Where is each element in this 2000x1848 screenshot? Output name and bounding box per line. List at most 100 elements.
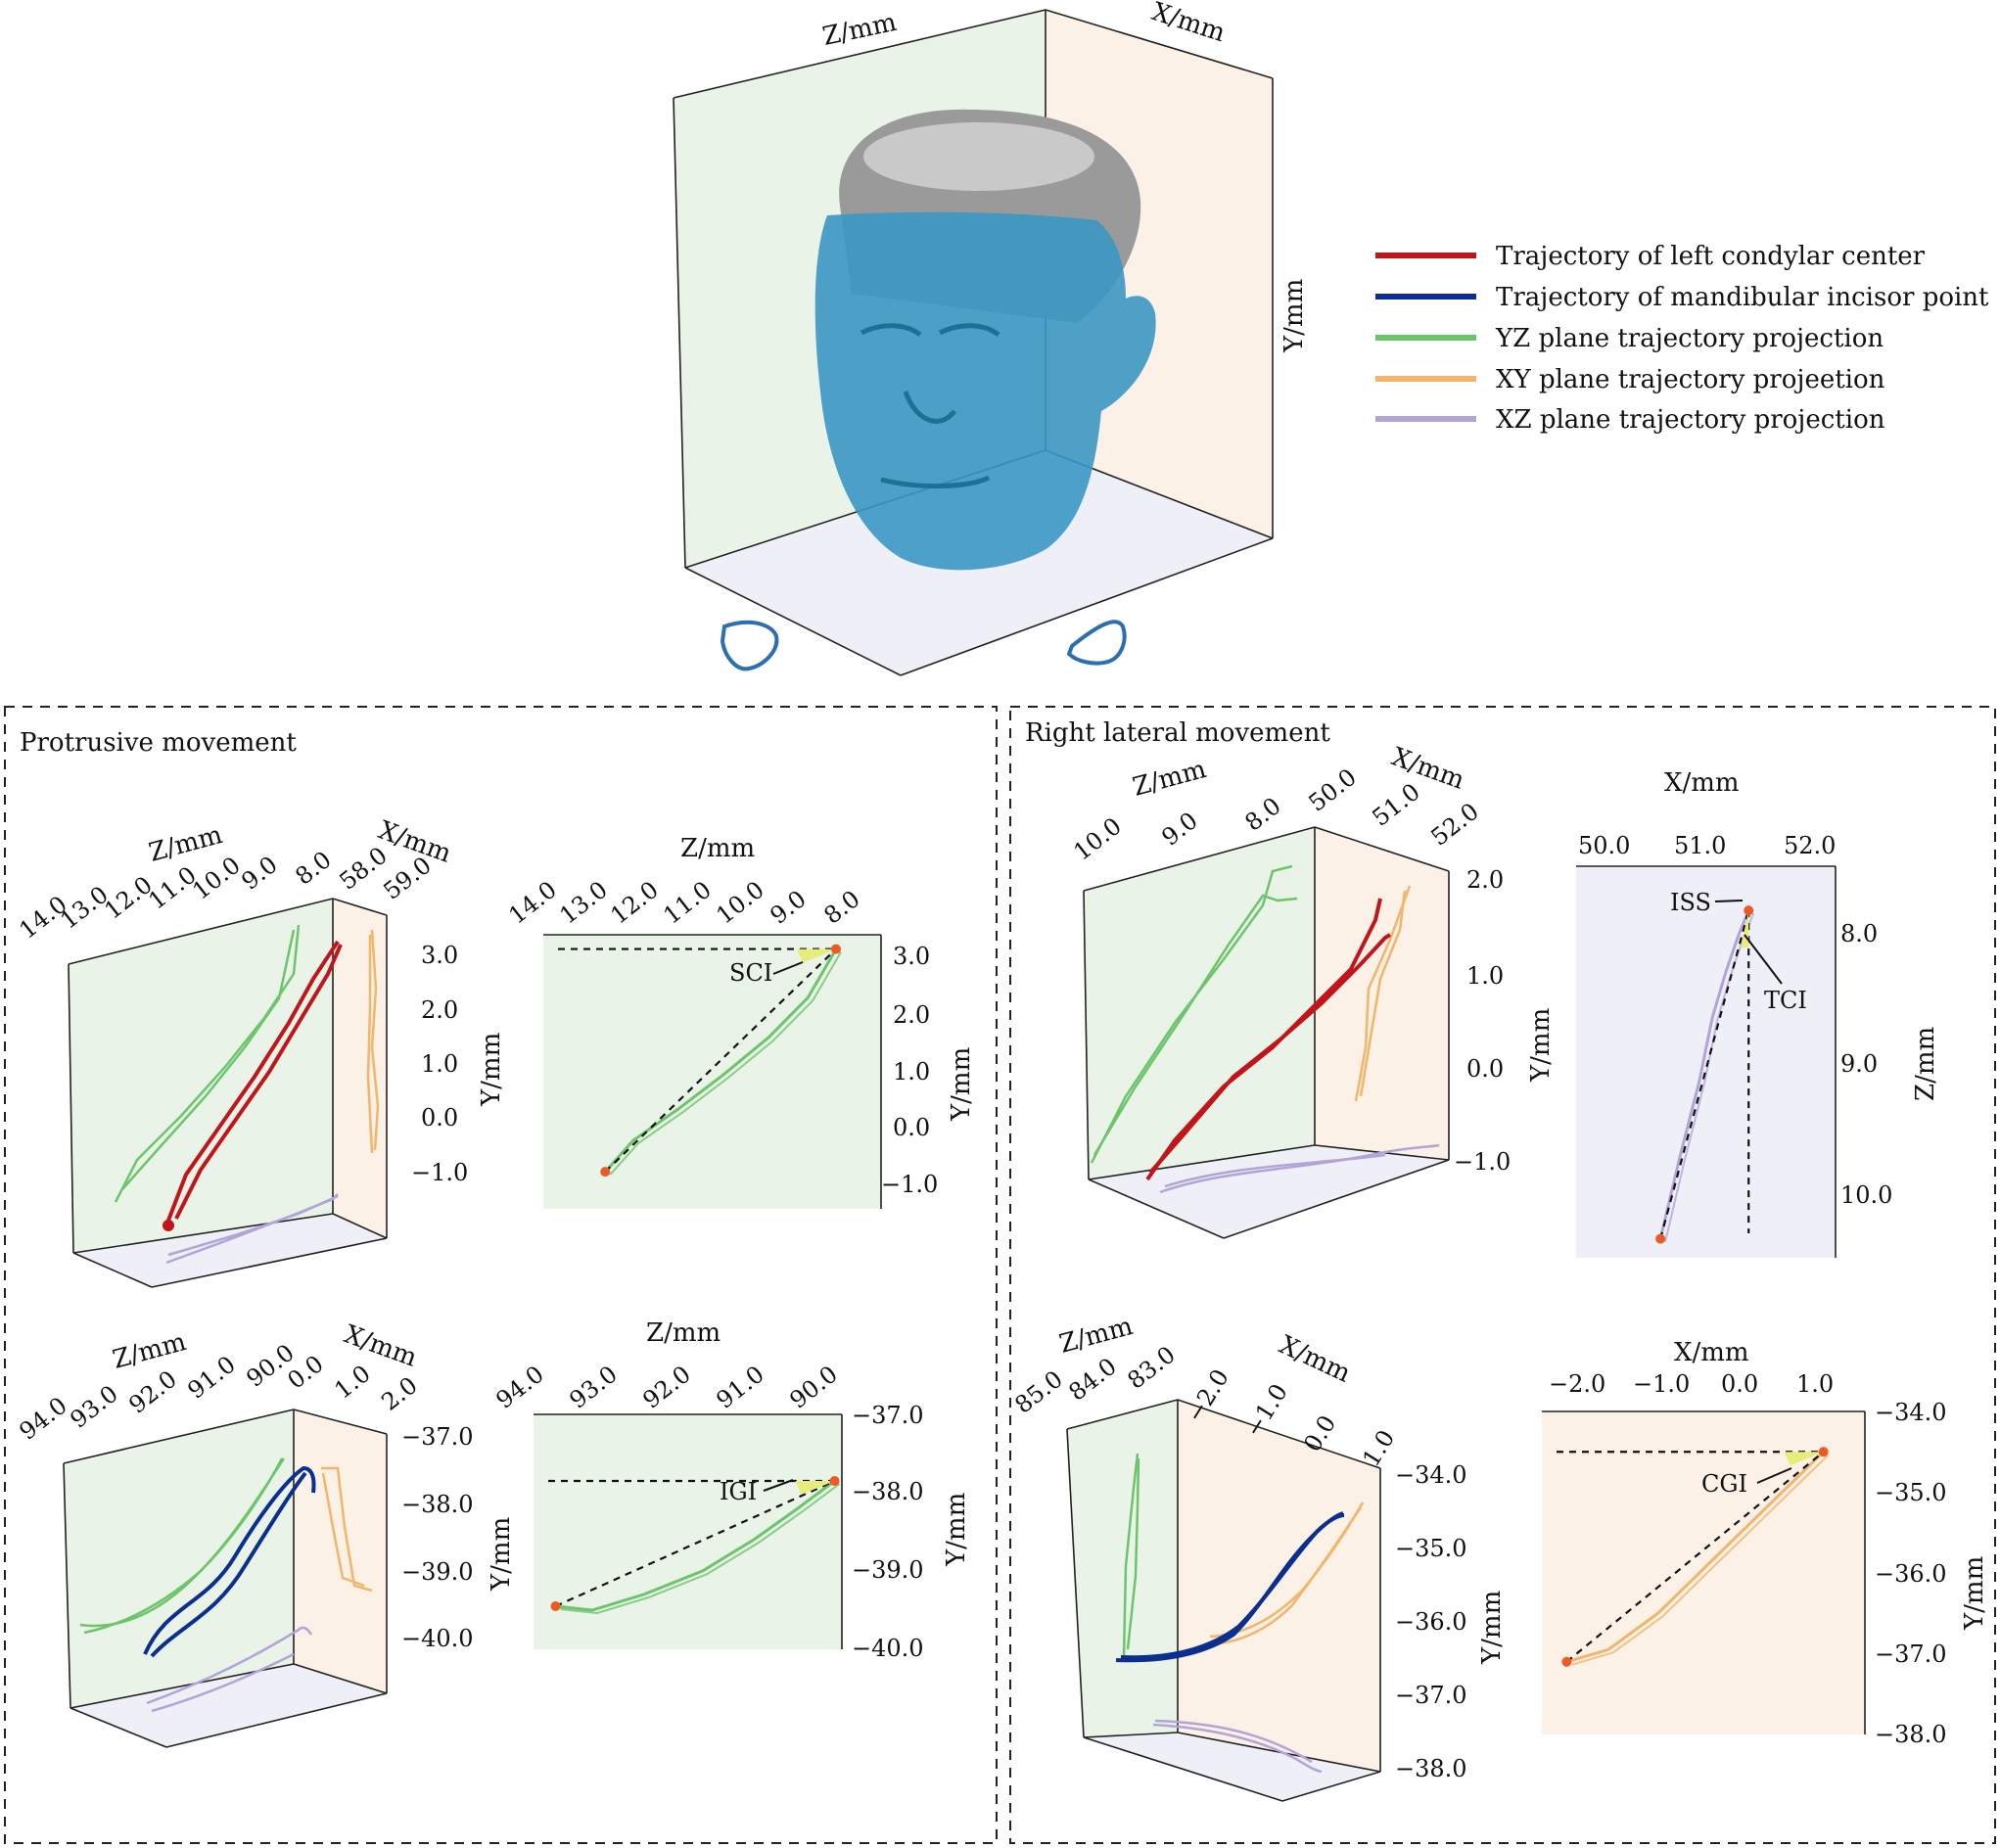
trajectory-line: [604, 947, 838, 1174]
legend-item: Trajectory of left condylar center: [1375, 242, 1926, 271]
y-tick-label: 1.0: [421, 1050, 458, 1078]
xz-plane: [1089, 1145, 1449, 1238]
trajectory-line: [555, 1479, 836, 1612]
y-axis-label: Y/mm: [1960, 1556, 1989, 1631]
z-tick-label: 83.0: [1122, 1341, 1180, 1395]
end-point: [831, 944, 841, 954]
y-tick-label: −35.0: [1395, 1535, 1467, 1562]
xy-projection-line: [370, 929, 380, 1151]
yz-projection-line: [1126, 1457, 1140, 1650]
head-x-label: X/mm: [1148, 0, 1229, 48]
box-edges: [1083, 826, 1450, 1239]
trajectory-line: [1571, 1454, 1830, 1666]
y-tick-label: −37.0: [852, 1402, 924, 1429]
z-tick-label: 9.0: [1156, 807, 1202, 852]
y-tick-label: −38.0: [1395, 1755, 1467, 1782]
xy-plane: [294, 1409, 387, 1693]
yz-projection-line: [1122, 1453, 1140, 1657]
yz-plane: [1084, 827, 1315, 1179]
xz-projection-line: [1152, 1723, 1323, 1774]
y-tick-label: 2.0: [893, 1001, 930, 1029]
y-tick-label: −35.0: [1875, 1479, 1947, 1506]
annotation-leader: [763, 1479, 794, 1492]
x-tick-label: 90.0: [784, 1361, 842, 1414]
y-tick-label: −37.0: [1395, 1682, 1467, 1709]
curve-group: [548, 1476, 841, 1615]
y-tick-label: 3.0: [893, 943, 930, 970]
curve-group: [558, 944, 842, 1178]
x-tick-label: 8.0: [818, 885, 864, 930]
z-axis-label: Z/mm: [146, 820, 225, 868]
y-tick-label: 0.0: [421, 1104, 458, 1132]
xz-plane: [70, 1664, 387, 1747]
trajectory-line: [174, 944, 343, 1220]
y-tick-labels: −37.0 −38.0 −39.0 −40.0: [852, 1402, 924, 1662]
start-point: [550, 1601, 561, 1611]
protrusive-panel-title: Protrusive movement: [20, 728, 297, 758]
legend-item: Trajectory of mandibular incisor point: [1375, 283, 1989, 312]
y-tick-label: −38.0: [401, 1491, 474, 1518]
yz-projection-line: [121, 929, 296, 1190]
curve-group: [1557, 1447, 1830, 1667]
legend-item: YZ plane trajectory projection: [1375, 324, 1884, 353]
xy-plane: [1315, 827, 1449, 1160]
angle-highlight: [797, 948, 836, 963]
trajectory-line: [164, 940, 340, 1226]
angle-highlight: [795, 1481, 835, 1495]
y-tick-label: −1.0: [1454, 1148, 1511, 1176]
face-mouth: [880, 475, 991, 489]
chord-line: [1659, 909, 1750, 1239]
z-axis-label: Z/mm: [1056, 1312, 1136, 1360]
xz-projection-line: [1154, 1719, 1313, 1764]
projections: [79, 1457, 373, 1713]
yz-plane: [1067, 1400, 1178, 1737]
x-tick-label: −1.0: [1633, 1370, 1690, 1398]
y-tick-label: −36.0: [1875, 1560, 1947, 1588]
trajectory-line: [560, 1483, 841, 1615]
projections: [1090, 864, 1440, 1194]
protrusive-panel-border: [4, 706, 998, 1844]
x-axis-label: Z/mm: [646, 1318, 721, 1348]
xy-projection-line: [1209, 1502, 1365, 1639]
trajectory-line: [150, 1471, 307, 1658]
xy-projection-line: [366, 935, 374, 1154]
legend-label: XY plane trajectory projeetion: [1496, 365, 1885, 394]
end-point: [1744, 905, 1754, 916]
marker-right-icon: [1066, 620, 1127, 666]
y-axis-label: Z/mm: [1911, 1027, 1940, 1101]
x-tick-label: 2.0: [376, 1371, 422, 1416]
x-tick-label: 14.0: [503, 876, 561, 930]
xy-projection-line: [1359, 890, 1407, 1097]
y-tick-label: 0.0: [893, 1114, 930, 1141]
start-point: [600, 1167, 611, 1178]
x-tick-label: 11.0: [658, 876, 716, 930]
y-tick-label: 0.0: [1466, 1055, 1504, 1083]
y-tick-label: −37.0: [1875, 1640, 1947, 1668]
xz-projection-line: [151, 1652, 295, 1713]
y-tick-label: −39.0: [401, 1558, 474, 1586]
y-tick-label: 1.0: [893, 1058, 930, 1086]
x-tick-labels: 14.0 13.0 12.0 11.0 10.0 9.0 8.0: [503, 876, 864, 930]
y-axis-label: Y/mm: [487, 1517, 516, 1592]
x-axis-label: X/mm: [1674, 1338, 1749, 1367]
face-eyes: [860, 323, 1000, 338]
y-tick-label: 3.0: [421, 942, 458, 969]
y-tick-label: −34.0: [1875, 1399, 1947, 1426]
plot-area: [543, 935, 881, 1209]
y-axis-label: Y/mm: [477, 1033, 506, 1107]
trajectory-line: [1658, 909, 1750, 1239]
xy-projection-line: [321, 1466, 373, 1593]
legend-label: XZ plane trajectory projection: [1496, 405, 1885, 435]
x-tick-label: 12.0: [605, 876, 663, 930]
plot-area: [1576, 866, 1836, 1258]
annotation-cgi: CGI: [1701, 1470, 1747, 1498]
head-z-label: Z/mm: [820, 8, 900, 52]
trajectory-line: [609, 951, 842, 1176]
box-edges: [1066, 1399, 1381, 1802]
right-lateral-condyle-3d: 10.0 9.0 8.0 Z/mm 50.0 51.0 52.0 X/mm 2.…: [1068, 742, 1556, 1239]
trajectory-line: [1120, 1513, 1345, 1660]
trajectory-line: [143, 1465, 316, 1655]
x-tick-labels: 50.0 51.0 52.0: [1578, 832, 1836, 859]
y-tick-labels: 3.0 2.0 1.0 0.0 −1.0: [411, 942, 468, 1186]
